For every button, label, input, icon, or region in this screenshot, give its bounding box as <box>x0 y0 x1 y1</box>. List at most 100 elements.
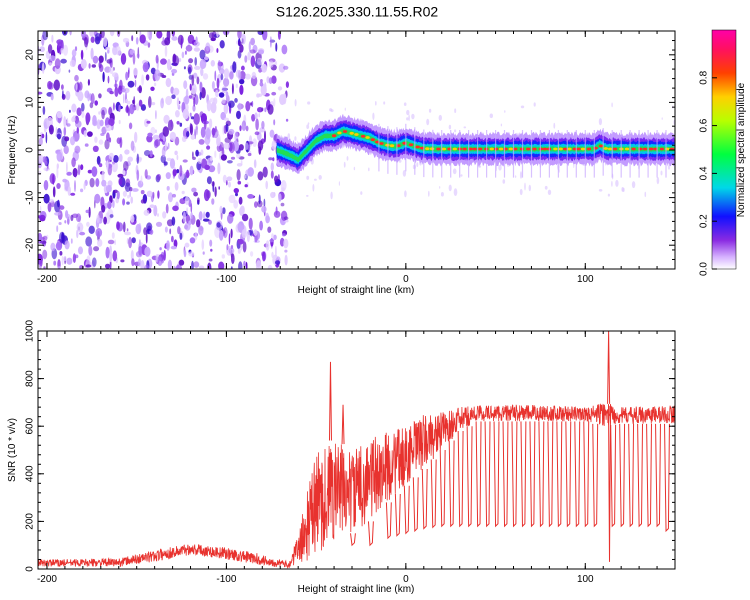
noise-blob <box>127 69 130 79</box>
noise-blob <box>273 119 276 126</box>
noise-blob <box>61 255 64 266</box>
noise-blob <box>183 80 188 90</box>
noise-blob <box>167 142 170 150</box>
noise-blob <box>196 76 200 85</box>
noise-blob <box>112 199 115 209</box>
noise-blob <box>128 236 133 249</box>
noise-blob <box>52 174 55 186</box>
faint-blob <box>353 166 356 171</box>
noise-blob <box>45 131 48 144</box>
ridge-striation <box>656 130 658 178</box>
noise-blob <box>193 96 196 107</box>
noise-blob <box>154 69 161 81</box>
snr-dropout <box>583 421 590 528</box>
noise-blob <box>176 97 180 108</box>
noise-blob <box>282 93 287 105</box>
noise-blob <box>107 49 110 54</box>
noise-blob <box>148 96 152 108</box>
noise-blob <box>116 221 120 231</box>
noise-blob <box>162 126 169 137</box>
noise-blob <box>126 201 130 205</box>
noise-blob <box>186 131 190 138</box>
noise-blob <box>94 193 101 204</box>
noise-blob <box>81 111 85 118</box>
noise-blob <box>143 227 148 236</box>
noise-blob <box>236 153 241 159</box>
noise-blob <box>188 251 195 257</box>
noise-blob <box>60 58 67 64</box>
noise-blob <box>80 188 84 193</box>
colorbar-label: Normalized spectral amplitude <box>736 82 747 217</box>
snr-dropout <box>457 430 464 528</box>
noise-blob <box>90 36 95 43</box>
noise-blob <box>153 205 158 217</box>
noise-blob <box>228 141 235 154</box>
noise-blob <box>182 159 188 163</box>
ridge-peak <box>498 147 504 151</box>
noise-blob <box>267 265 273 269</box>
snr-spike <box>328 361 332 441</box>
faint-blob <box>611 102 613 108</box>
noise-blob <box>209 239 213 247</box>
noise-blob <box>237 248 241 254</box>
noise-blob <box>56 133 62 139</box>
noise-blob <box>127 80 135 88</box>
ridge-peak <box>649 147 654 151</box>
noise-blob <box>265 180 269 190</box>
noise-blob <box>131 258 135 267</box>
noise-blob <box>195 149 199 157</box>
noise-blob <box>102 71 105 83</box>
noise-blob <box>99 64 104 72</box>
noise-blob <box>245 125 249 132</box>
snr-xtick-label: 0 <box>403 574 409 585</box>
noise-blob <box>280 202 285 207</box>
ridge-striation <box>647 130 649 178</box>
ridge-striation <box>468 130 470 178</box>
ridge-striation <box>566 130 568 178</box>
noise-blob <box>189 237 196 244</box>
noise-blob <box>67 186 72 196</box>
noise-blob <box>250 55 256 68</box>
noise-blob <box>210 248 213 252</box>
ridge-striation <box>530 130 533 178</box>
noise-blob <box>86 221 90 227</box>
noise-blob <box>252 138 257 148</box>
colorbar-tick-label: 0.0 <box>699 262 710 276</box>
noise-blob <box>59 231 66 244</box>
noise-blob <box>228 233 231 245</box>
snr-dropout <box>367 521 374 547</box>
noise-blob <box>76 222 84 233</box>
noise-blob <box>122 198 126 206</box>
noise-blob <box>63 256 67 262</box>
noise-blob <box>258 194 261 205</box>
noise-blob <box>219 68 225 75</box>
ridge-peak <box>558 147 563 151</box>
noise-blob <box>251 100 254 108</box>
noise-blob <box>50 242 56 252</box>
noise-blob <box>258 67 262 73</box>
faint-blob <box>360 191 363 195</box>
noise-blob <box>247 141 254 145</box>
noise-blob <box>69 31 72 36</box>
noise-blob <box>197 197 200 203</box>
faint-blob <box>287 133 291 139</box>
noise-blob <box>138 99 143 107</box>
noise-blob <box>283 65 289 70</box>
noise-blob <box>136 169 140 181</box>
noise-blob <box>94 33 102 41</box>
noise-blob <box>101 109 105 120</box>
noise-blob <box>190 212 193 220</box>
spectrogram-ytick-label: -20 <box>25 238 36 253</box>
noise-blob <box>267 226 272 233</box>
noise-blob <box>150 67 156 75</box>
spectrogram-plot-area <box>38 31 675 269</box>
ridge-peak <box>586 147 592 151</box>
snr-spike <box>608 404 612 562</box>
noise-blob <box>38 154 44 163</box>
noise-blob <box>164 45 168 57</box>
noise-blob <box>113 189 118 194</box>
noise-blob <box>192 104 196 112</box>
noise-blob <box>202 251 205 255</box>
noise-blob <box>64 136 70 142</box>
